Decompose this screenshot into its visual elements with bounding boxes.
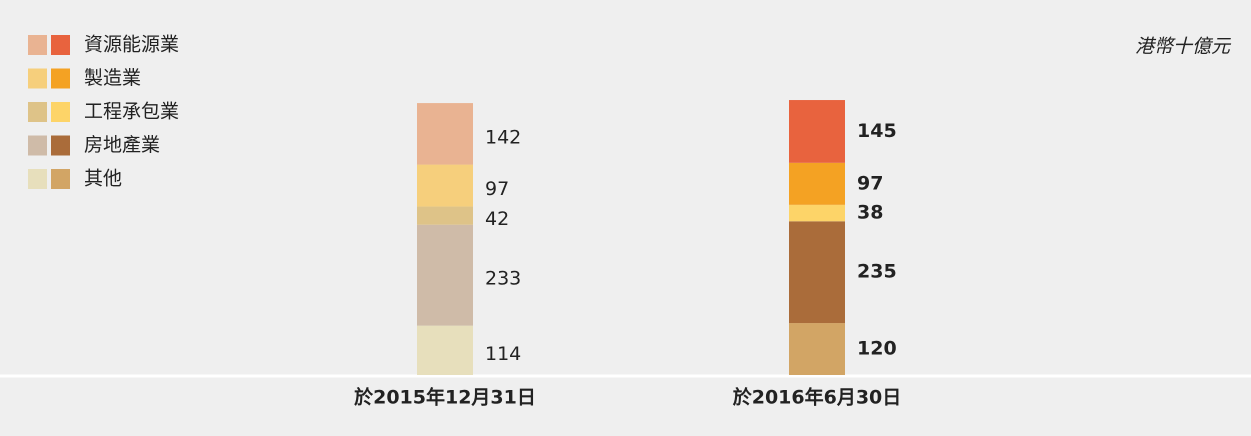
bar-segment — [789, 221, 845, 324]
bar-segment — [789, 323, 845, 375]
x-tick-label: 於2016年6月30日 — [733, 386, 902, 409]
value-label: 114 — [485, 343, 521, 365]
legend-swatch — [51, 135, 70, 156]
legend-swatch — [51, 35, 70, 55]
legend-swatch — [28, 35, 47, 55]
bar-segment — [417, 206, 473, 225]
unit-label: 港幣十億元 — [1135, 36, 1232, 58]
legend-label: 房地產業 — [84, 134, 160, 156]
legend-label: 資源能源業 — [84, 34, 179, 56]
x-tick-label: 於2015年12月31日 — [354, 386, 536, 409]
value-label: 97 — [857, 172, 883, 194]
value-label: 42 — [485, 208, 509, 230]
legend-swatch — [51, 102, 70, 122]
value-label: 145 — [857, 120, 897, 142]
value-label: 233 — [485, 268, 521, 290]
value-label: 235 — [857, 261, 897, 283]
legend-label: 製造業 — [84, 67, 141, 89]
bar-segment — [417, 164, 473, 207]
bar-segment — [789, 162, 845, 205]
legend-swatch — [51, 169, 70, 189]
legend-swatch — [51, 68, 70, 89]
bar-segment — [417, 325, 473, 375]
value-label: 38 — [857, 202, 883, 224]
legend-swatch — [28, 169, 47, 189]
bar-segment — [789, 100, 845, 163]
value-label: 142 — [485, 126, 521, 148]
value-label: 97 — [485, 178, 509, 200]
legend-swatch — [28, 102, 47, 122]
legend-swatch — [28, 68, 47, 89]
bar-segment — [417, 224, 473, 326]
legend-label: 工程承包業 — [84, 101, 179, 123]
legend-swatch — [28, 135, 47, 156]
value-label: 120 — [857, 338, 897, 360]
legend-label: 其他 — [84, 168, 122, 190]
bar-segment — [789, 204, 845, 222]
bar-segment — [417, 103, 473, 165]
